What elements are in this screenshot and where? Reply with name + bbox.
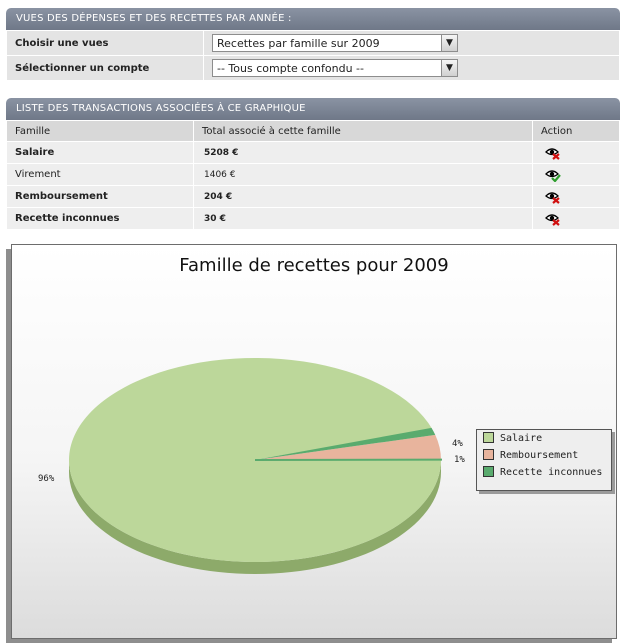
header-action: Action: [532, 120, 620, 142]
row-famille: Virement: [6, 163, 194, 186]
views-form: Choisir une vues Recettes par famille su…: [6, 30, 620, 81]
legend-label: Remboursement: [500, 450, 579, 461]
legend-item: Salaire: [477, 430, 611, 447]
table-row: Recette inconnues 30 €: [6, 207, 620, 230]
transactions-table: Famille Total associé à cette famille Ac…: [6, 120, 620, 230]
chevron-down-icon[interactable]: ▼: [441, 35, 457, 51]
eye-check-icon[interactable]: [545, 168, 561, 183]
view-select-label: Choisir une vues: [6, 30, 204, 56]
table-row: Remboursement 204 €: [6, 185, 620, 208]
eye-delete-icon[interactable]: [545, 190, 561, 204]
header-total: Total associé à cette famille: [193, 120, 533, 142]
legend-swatch: [483, 431, 494, 443]
pie-chart-svg: 96% 4% 1%: [38, 358, 465, 574]
account-select-label: Sélectionner un compte: [6, 55, 204, 81]
chart-legend: Salaire Remboursement Recette inconnues: [476, 429, 612, 491]
row-total: 204 €: [193, 185, 533, 208]
pie-label-salaire: 96%: [38, 474, 55, 484]
row-total: 1406 €: [193, 163, 533, 186]
chevron-down-icon[interactable]: ▼: [441, 60, 457, 76]
legend-swatch: [483, 448, 494, 460]
view-select[interactable]: Recettes par famille sur 2009 ▼: [212, 34, 458, 52]
pie-chart: Famille de recettes pour 2009 96% 4% 1% Sa…: [11, 244, 617, 639]
view-select-value: Recettes par famille sur 2009: [217, 37, 380, 50]
pie-slice-remboursement: [255, 434, 441, 460]
pie-label-recette-inconnues: 1%: [454, 455, 465, 465]
account-select[interactable]: -- Tous compte confondu -- ▼: [212, 59, 458, 77]
row-famille: Salaire: [6, 141, 194, 164]
eye-delete-icon[interactable]: [545, 212, 561, 226]
header-famille: Famille: [6, 120, 194, 142]
transactions-panel-title: LISTE DES TRANSACTIONS ASSOCIÉES À CE GR…: [6, 98, 620, 120]
views-panel: VUES DES DÉPENSES ET DES RECETTES PAR AN…: [6, 8, 620, 81]
table-row: Virement 1406 €: [6, 163, 620, 186]
views-panel-title: VUES DES DÉPENSES ET DES RECETTES PAR AN…: [6, 8, 620, 30]
row-famille: Recette inconnues: [6, 207, 194, 230]
legend-label: Recette inconnues: [500, 467, 603, 478]
row-total: 30 €: [193, 207, 533, 230]
chart-title: Famille de recettes pour 2009: [179, 255, 449, 276]
pie-slice-recette-inconnues: [255, 427, 436, 460]
account-select-value: -- Tous compte confondu --: [217, 62, 364, 75]
row-famille: Remboursement: [6, 185, 194, 208]
legend-label: Salaire: [500, 433, 543, 444]
legend-item: Recette inconnues: [477, 464, 611, 481]
pie-slice-salaire: [68, 358, 441, 562]
table-row: Salaire 5208 €: [6, 141, 620, 164]
row-total: 5208 €: [193, 141, 533, 164]
eye-delete-icon[interactable]: [545, 146, 561, 160]
transactions-panel: LISTE DES TRANSACTIONS ASSOCIÉES À CE GR…: [6, 98, 620, 230]
legend-item: Remboursement: [477, 447, 611, 464]
legend-swatch: [483, 465, 494, 477]
pie-label-remboursement: 4%: [452, 439, 463, 449]
